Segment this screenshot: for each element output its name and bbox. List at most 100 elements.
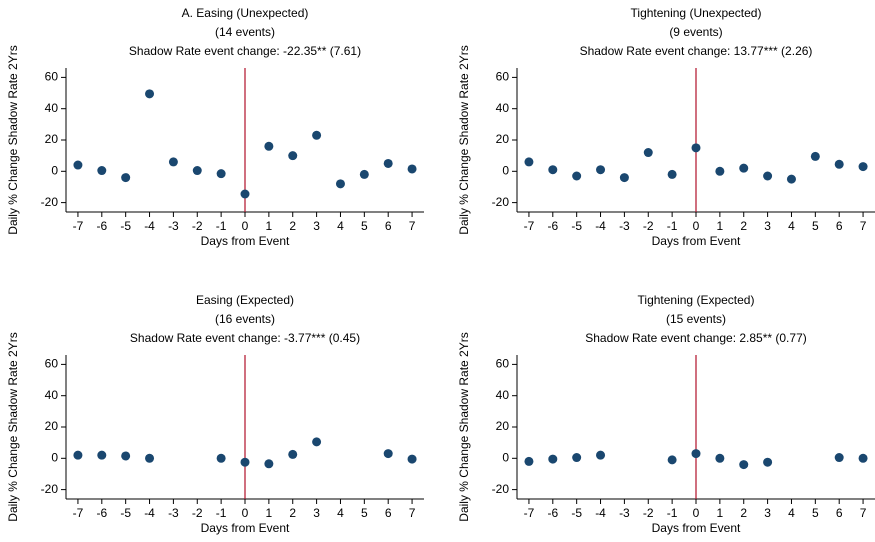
x-tick-label: -1 [216, 219, 227, 233]
y-tick-label: 40 [496, 388, 510, 402]
point [383, 449, 393, 459]
y-tick-label: 60 [496, 70, 510, 84]
chart-title: Tightening (Unexpected) [631, 6, 762, 20]
y-axis-label: Daily % Change Shadow Rate 2Yrs [457, 332, 471, 521]
point [264, 459, 274, 469]
x-tick-label: -3 [168, 219, 179, 233]
y-axis-label: Daily % Change Shadow Rate 2Yrs [6, 332, 20, 521]
point [97, 166, 107, 176]
point [548, 165, 558, 175]
y-axis-label: Daily % Change Shadow Rate 2Yrs [457, 45, 471, 234]
x-tick-label: 1 [717, 506, 724, 520]
x-axis-label: Days from Event [652, 234, 741, 248]
point [145, 89, 155, 99]
y-axis-label: Daily % Change Shadow Rate 2Yrs [6, 45, 20, 234]
x-tick-label: -1 [667, 506, 678, 520]
x-tick-label: -6 [547, 506, 558, 520]
x-tick-label: 4 [788, 506, 795, 520]
point [312, 437, 322, 447]
point [691, 143, 701, 153]
point [786, 174, 796, 184]
chart-subtitle: (14 events) [215, 25, 275, 39]
y-tick-label: 20 [45, 132, 59, 146]
x-tick-label: 5 [361, 506, 368, 520]
point [619, 173, 629, 183]
x-tick-label: -2 [192, 219, 203, 233]
point [524, 157, 534, 167]
x-tick-label: -1 [667, 219, 678, 233]
point [312, 130, 322, 140]
x-tick-label: 1 [266, 506, 273, 520]
y-tick-label: -20 [492, 482, 510, 496]
x-tick-label: -7 [73, 506, 84, 520]
point [168, 157, 178, 167]
point [834, 453, 844, 463]
point [73, 450, 83, 460]
point [359, 169, 369, 179]
x-tick-label: -1 [216, 506, 227, 520]
x-tick-label: 2 [740, 506, 747, 520]
chart-subtitle: (15 events) [666, 312, 726, 326]
x-tick-label: 5 [812, 506, 819, 520]
x-tick-label: 6 [385, 219, 392, 233]
point [548, 454, 558, 464]
y-tick-label: 60 [45, 357, 59, 371]
point [763, 457, 773, 467]
chart-subtitle: Shadow Rate event change: -22.35** (7.61… [129, 44, 361, 58]
x-tick-label: 3 [764, 219, 771, 233]
x-tick-label: -7 [524, 506, 535, 520]
point [240, 457, 250, 467]
y-tick-label: 0 [51, 163, 58, 177]
x-tick-label: -4 [595, 219, 606, 233]
x-tick-label: -2 [643, 219, 654, 233]
y-tick-label: 0 [502, 450, 509, 464]
x-tick-label: 6 [836, 219, 843, 233]
x-tick-label: -7 [73, 219, 84, 233]
point [858, 162, 868, 172]
x-tick-label: 0 [693, 219, 700, 233]
chart-subtitle: (9 events) [669, 25, 722, 39]
point [264, 141, 274, 151]
point [691, 449, 701, 459]
x-tick-label: -4 [144, 506, 155, 520]
x-tick-label: -7 [524, 219, 535, 233]
x-tick-label: 4 [337, 219, 344, 233]
point [572, 171, 582, 181]
x-tick-label: 6 [836, 506, 843, 520]
x-tick-label: -5 [571, 506, 582, 520]
chart-subtitle: Shadow Rate event change: 2.85** (0.77) [585, 331, 806, 345]
point [97, 450, 107, 460]
point [407, 164, 417, 174]
x-tick-label: -2 [643, 506, 654, 520]
x-tick-label: -5 [120, 219, 131, 233]
y-tick-label: -20 [41, 195, 59, 209]
point [572, 453, 582, 463]
y-tick-label: 60 [496, 357, 510, 371]
point [288, 449, 298, 459]
point [715, 166, 725, 176]
x-tick-label: 0 [242, 219, 249, 233]
x-tick-label: 3 [313, 219, 320, 233]
point [383, 158, 393, 168]
y-tick-label: 0 [51, 450, 58, 464]
point [596, 450, 606, 460]
x-tick-label: -5 [571, 219, 582, 233]
y-tick-label: 60 [45, 70, 59, 84]
point [596, 165, 606, 175]
point [739, 460, 749, 470]
x-axis-label: Days from Event [201, 234, 290, 248]
chart-title: Easing (Expected) [196, 293, 294, 307]
x-tick-label: 2 [740, 219, 747, 233]
point [216, 169, 226, 179]
x-tick-label: 7 [860, 219, 867, 233]
point [667, 169, 677, 179]
x-tick-label: 2 [289, 219, 296, 233]
x-axis-label: Days from Event [201, 521, 290, 535]
point [288, 151, 298, 161]
chart-title: A. Easing (Unexpected) [182, 6, 309, 20]
y-tick-label: 20 [496, 132, 510, 146]
x-tick-label: -3 [168, 506, 179, 520]
x-tick-label: 4 [337, 506, 344, 520]
point [335, 179, 345, 189]
